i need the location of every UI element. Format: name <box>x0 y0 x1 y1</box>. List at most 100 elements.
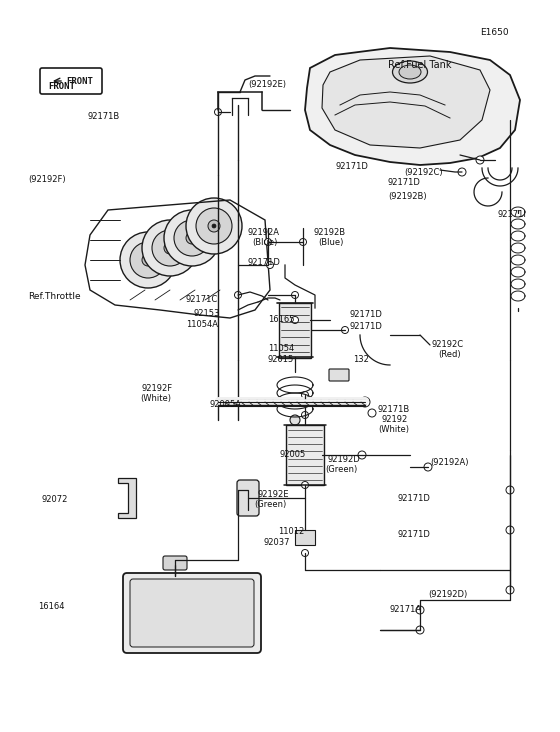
Circle shape <box>358 451 366 459</box>
Text: 92171D: 92171D <box>336 162 369 171</box>
Circle shape <box>146 258 150 262</box>
Text: (92192B): (92192B) <box>388 192 427 201</box>
FancyBboxPatch shape <box>123 573 261 653</box>
Circle shape <box>292 316 298 324</box>
Ellipse shape <box>393 61 427 83</box>
Circle shape <box>342 326 348 334</box>
Text: 92192: 92192 <box>382 415 408 424</box>
Circle shape <box>506 486 514 494</box>
Polygon shape <box>118 478 136 518</box>
Text: (92192F): (92192F) <box>28 175 66 184</box>
Text: 92037: 92037 <box>264 538 291 547</box>
Circle shape <box>424 463 432 471</box>
Circle shape <box>164 210 220 266</box>
Circle shape <box>264 239 272 245</box>
Text: 92171D: 92171D <box>350 310 383 319</box>
Text: Ref.Throttle: Ref.Throttle <box>28 292 81 301</box>
Text: 11054: 11054 <box>268 344 294 353</box>
Text: 92005: 92005 <box>280 450 306 459</box>
FancyBboxPatch shape <box>130 579 254 647</box>
Text: 11012: 11012 <box>278 527 304 536</box>
Circle shape <box>368 409 376 417</box>
Text: 92192C: 92192C <box>432 340 464 349</box>
Circle shape <box>416 606 424 614</box>
Text: 92192D: 92192D <box>328 455 361 464</box>
Text: 92015: 92015 <box>268 355 294 364</box>
Text: (Blue): (Blue) <box>252 238 277 247</box>
Circle shape <box>142 220 198 276</box>
Text: 92171D: 92171D <box>398 494 431 503</box>
Text: Ref.Fuel Tank: Ref.Fuel Tank <box>388 60 451 70</box>
Circle shape <box>301 482 309 488</box>
FancyBboxPatch shape <box>329 369 349 381</box>
Circle shape <box>506 526 514 534</box>
Circle shape <box>290 415 300 425</box>
Circle shape <box>267 261 273 269</box>
Text: (Green): (Green) <box>325 465 357 474</box>
Circle shape <box>235 291 241 299</box>
Text: 92171I: 92171I <box>498 210 527 219</box>
Circle shape <box>164 242 176 254</box>
Circle shape <box>174 220 210 256</box>
Text: (92192E): (92192E) <box>248 80 286 89</box>
Text: (92192D): (92192D) <box>428 590 467 599</box>
Text: 92171D: 92171D <box>350 322 383 331</box>
Circle shape <box>142 254 154 266</box>
Text: 92005A: 92005A <box>210 400 242 409</box>
Circle shape <box>300 239 306 245</box>
Text: FRONT: FRONT <box>49 82 76 91</box>
Text: 92171D: 92171D <box>388 178 421 187</box>
Circle shape <box>476 156 484 164</box>
Bar <box>286 425 324 485</box>
FancyBboxPatch shape <box>163 556 187 570</box>
FancyBboxPatch shape <box>237 480 259 516</box>
Circle shape <box>416 626 424 634</box>
Circle shape <box>458 168 466 176</box>
Text: (92192A): (92192A) <box>430 458 469 467</box>
Text: 92171A: 92171A <box>390 605 422 614</box>
Text: 92153: 92153 <box>193 309 220 318</box>
Circle shape <box>152 230 188 266</box>
Text: (Red): (Red) <box>438 350 461 359</box>
Circle shape <box>214 108 222 116</box>
Circle shape <box>301 392 309 398</box>
Text: 132: 132 <box>353 355 369 364</box>
Text: 16165: 16165 <box>268 315 295 324</box>
Circle shape <box>506 586 514 594</box>
Text: 92171B: 92171B <box>88 112 120 121</box>
Polygon shape <box>322 56 490 148</box>
Text: 92192E: 92192E <box>258 490 290 499</box>
Text: (92192C): (92192C) <box>404 168 442 177</box>
Text: 92192B: 92192B <box>314 228 346 237</box>
Circle shape <box>168 246 172 250</box>
Bar <box>279 303 311 358</box>
Circle shape <box>301 411 309 419</box>
Circle shape <box>186 198 242 254</box>
Text: FRONT: FRONT <box>66 78 93 86</box>
Circle shape <box>360 397 370 407</box>
Bar <box>295 530 315 545</box>
Circle shape <box>292 291 298 299</box>
Ellipse shape <box>399 65 421 79</box>
Circle shape <box>120 232 176 288</box>
Circle shape <box>196 208 232 244</box>
Polygon shape <box>305 48 520 165</box>
Text: 92171C: 92171C <box>185 295 217 304</box>
Text: 16164: 16164 <box>38 602 64 611</box>
Text: (White): (White) <box>140 394 171 403</box>
FancyBboxPatch shape <box>40 68 102 94</box>
Text: 92192A: 92192A <box>248 228 280 237</box>
Text: (Green): (Green) <box>254 500 286 509</box>
Text: (Blue): (Blue) <box>318 238 343 247</box>
Circle shape <box>212 224 216 228</box>
Text: E1650: E1650 <box>480 28 508 37</box>
Circle shape <box>186 232 198 244</box>
Circle shape <box>130 242 166 278</box>
Text: 92171D: 92171D <box>248 258 281 267</box>
Text: 92192F: 92192F <box>142 384 173 393</box>
Circle shape <box>301 550 309 556</box>
Circle shape <box>208 220 220 232</box>
Text: 92171D: 92171D <box>398 530 431 539</box>
Text: (White): (White) <box>378 425 409 434</box>
Circle shape <box>190 236 194 240</box>
